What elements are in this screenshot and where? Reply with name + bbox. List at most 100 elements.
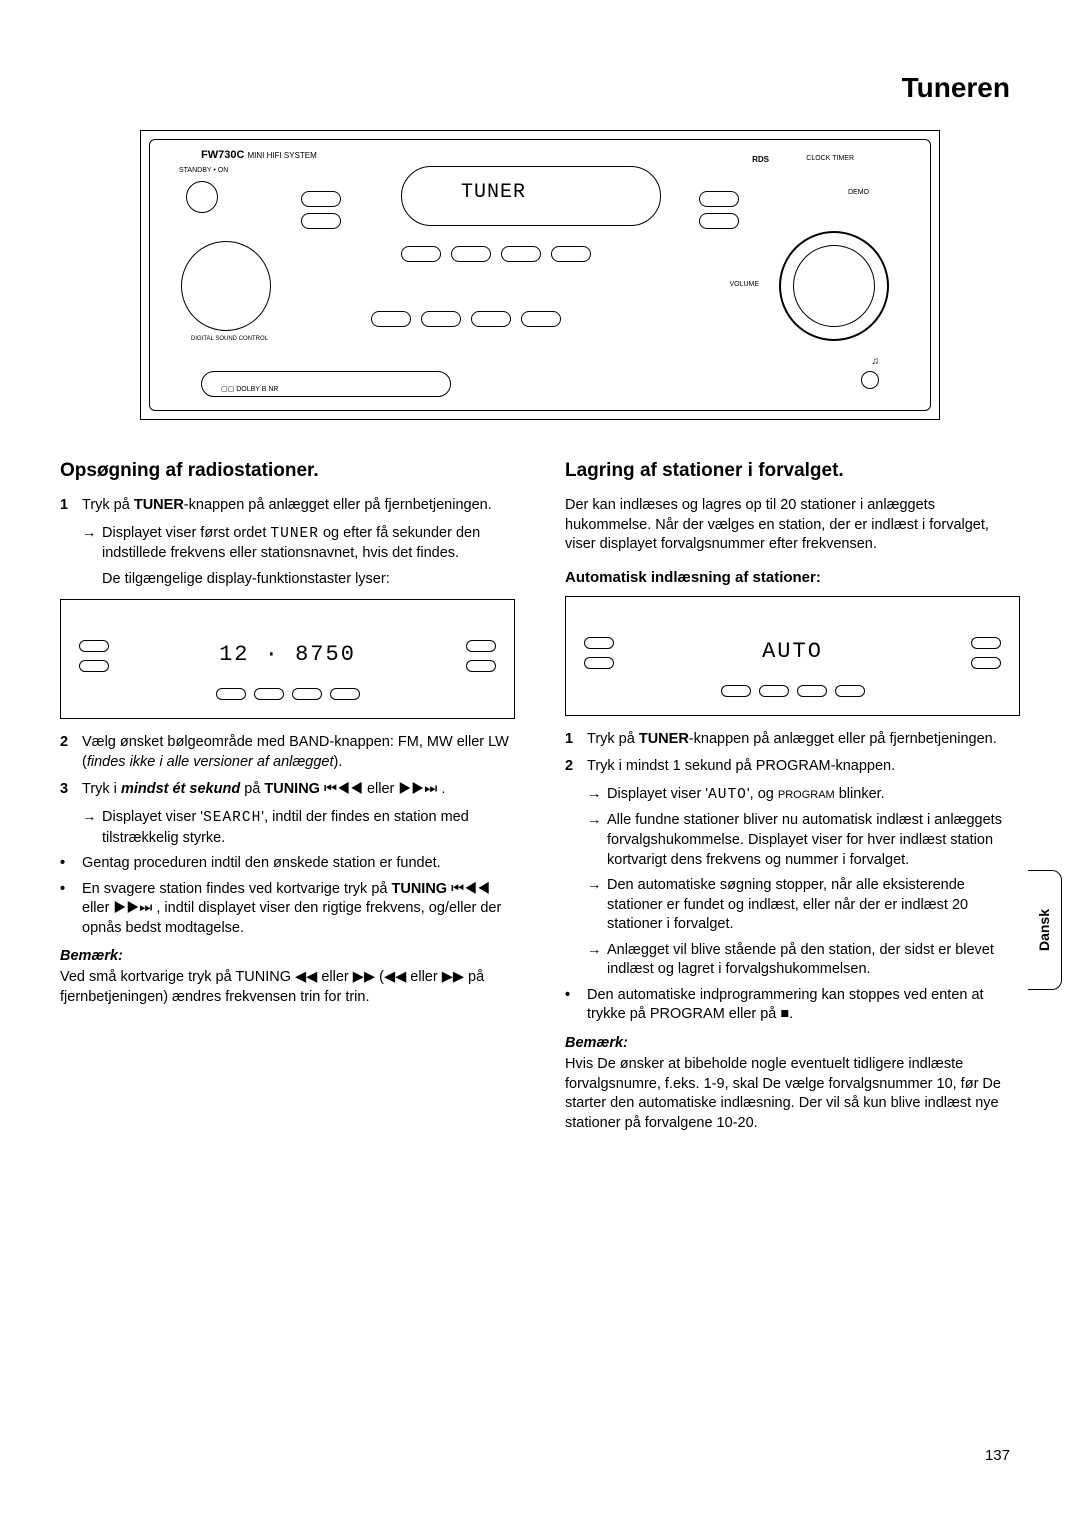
bullet-text: En svagere station findes ved kortvarige… [82, 880, 515, 939]
device-model: FW730C MINI HIFI SYSTEM [201, 149, 317, 161]
left-column: Opsøgning af radiostationer. 1 Tryk på T… [60, 460, 515, 1143]
pill-icon [721, 685, 751, 697]
headphone-icon: ♫ [872, 356, 880, 367]
pill-icon [797, 685, 827, 697]
left-heading: Opsøgning af radiostationer. [60, 460, 515, 482]
pill-icon [216, 688, 246, 700]
display-diagram-left: 12 · 8750 [60, 599, 515, 719]
pill-icon [699, 213, 739, 229]
bullet-icon: • [60, 880, 82, 939]
display-value: AUTO [762, 639, 823, 664]
step-number: 1 [565, 730, 587, 750]
right-heading: Lagring af stationer i forvalget. [565, 460, 1020, 482]
left-steps: 1 Tryk på TUNER-knappen på anlægget elle… [60, 496, 515, 516]
sub-text: Alle fundne stationer bliver nu automati… [607, 811, 1020, 870]
sub-text: Den automatiske søgning stopper, når all… [607, 876, 1020, 935]
arrow-icon: → [587, 785, 607, 806]
right-pills [971, 637, 1001, 677]
volume-dial-icon [779, 231, 889, 341]
bullet-text: Den automatiske indprogrammering kan sto… [587, 986, 1020, 1025]
arrow-icon: → [587, 941, 607, 980]
arrow-icon: → [587, 811, 607, 870]
dsc-label: DIGITAL SOUND CONTROL [191, 336, 268, 342]
clock-label: CLOCK TIMER [806, 155, 854, 162]
dsc-dial-icon [181, 241, 271, 331]
sub-text: Displayet viser 'AUTO', og PROGRAM blink… [607, 785, 885, 806]
right-subheading: Automatisk indlæsning af stationer: [565, 569, 1020, 586]
step-number: 2 [60, 733, 82, 772]
pill-icon [971, 637, 1001, 649]
model-subtext: MINI HIFI SYSTEM [247, 151, 316, 160]
bullet-icon: • [565, 986, 587, 1025]
right-intro: Der kan indlæses og lagres op til 20 sta… [565, 496, 1020, 555]
pill-icon [971, 657, 1001, 669]
bullet-1: • Gentag proceduren indtil den ønskede s… [60, 854, 515, 874]
pill-icon [584, 657, 614, 669]
pill-icon [330, 688, 360, 700]
pill-icon [401, 246, 441, 262]
pill-icon [301, 191, 341, 207]
step-text: Tryk i mindst ét sekund på TUNING ⏮◀◀ el… [82, 780, 515, 800]
pill-icon [471, 311, 511, 327]
arrow-icon: → [587, 876, 607, 935]
step-2: 2 Tryk i mindst 1 sekund på PROGRAM-knap… [565, 757, 1020, 777]
right-pill-col [699, 191, 739, 229]
step-1: 1 Tryk på TUNER-knappen på anlægget elle… [60, 496, 515, 516]
step-2: 2 Vælg ønsket bølgeområde med BAND-knapp… [60, 733, 515, 772]
step-number: 1 [60, 496, 82, 516]
step-text: Tryk i mindst 1 sekund på PROGRAM-knappe… [587, 757, 1020, 777]
pill-icon [466, 640, 496, 652]
bottom-pills [216, 688, 360, 708]
step1-sub2: De tilgængelige display-funktionstaster … [60, 570, 515, 590]
bullet-icon: • [60, 854, 82, 874]
left-pills [79, 640, 109, 680]
sub-text: Displayet viser 'SEARCH', indtil der fin… [102, 808, 515, 848]
right-note-heading: Bemærk: [565, 1035, 1020, 1051]
right-steps: 1 Tryk på TUNER-knappen på anlægget elle… [565, 730, 1020, 777]
step-text: Vælg ønsket bølgeområde med BAND-knappen… [82, 733, 515, 772]
right-pills [466, 640, 496, 680]
step-number: 3 [60, 780, 82, 800]
step2-sub2: → Alle fundne stationer bliver nu automa… [565, 811, 1020, 870]
step3-sub: → Displayet viser 'SEARCH', indtil der f… [60, 808, 515, 848]
right-column: Lagring af stationer i forvalget. Der ka… [565, 460, 1020, 1143]
pill-icon [79, 660, 109, 672]
page-number: 137 [985, 1447, 1010, 1464]
pill-icon [551, 246, 591, 262]
pill-icon [699, 191, 739, 207]
language-tab: Dansk [1028, 870, 1062, 990]
rds-label: RDS [752, 155, 769, 164]
headphone-jack-icon [861, 371, 879, 389]
dolby-strip [201, 371, 451, 397]
step2-sub4: → Anlægget vil blive stående på den stat… [565, 941, 1020, 980]
pill-icon [759, 685, 789, 697]
page-title: Tuneren [902, 72, 1010, 104]
pill-icon [79, 640, 109, 652]
pill-icon [451, 246, 491, 262]
power-button-icon [186, 181, 218, 213]
sub-text: Anlægget vil blive stående på den statio… [607, 941, 1020, 980]
bottom-pills [721, 685, 865, 705]
pill-icon [301, 213, 341, 229]
pill-icon [254, 688, 284, 700]
display-diagram-right: AUTO [565, 596, 1020, 716]
mid-button-row [401, 246, 591, 262]
demo-label: DEMO [848, 189, 869, 196]
language-label: Dansk [1037, 909, 1053, 951]
dolby-label: ▢▢ DOLBY B NR [221, 385, 278, 393]
bullet-2: • En svagere station findes ved kortvari… [60, 880, 515, 939]
pill-icon [835, 685, 865, 697]
arrow-icon: → [82, 808, 102, 848]
left-note-text: Ved små kortvarige tryk på TUNING ◀◀ ell… [60, 968, 515, 1007]
pill-icon [584, 637, 614, 649]
standby-label: STANDBY • ON [179, 167, 228, 174]
content-columns: Opsøgning af radiostationer. 1 Tryk på T… [60, 460, 1020, 1143]
model-text: FW730C [201, 149, 244, 161]
left-note-heading: Bemærk: [60, 948, 515, 964]
display-value: 12 · 8750 [219, 642, 356, 667]
step-number: 2 [565, 757, 587, 777]
volume-dial-inner [793, 245, 875, 327]
source-button-row [371, 311, 561, 327]
step-1: 1 Tryk på TUNER-knappen på anlægget elle… [565, 730, 1020, 750]
left-bullets: • Gentag proceduren indtil den ønskede s… [60, 854, 515, 938]
